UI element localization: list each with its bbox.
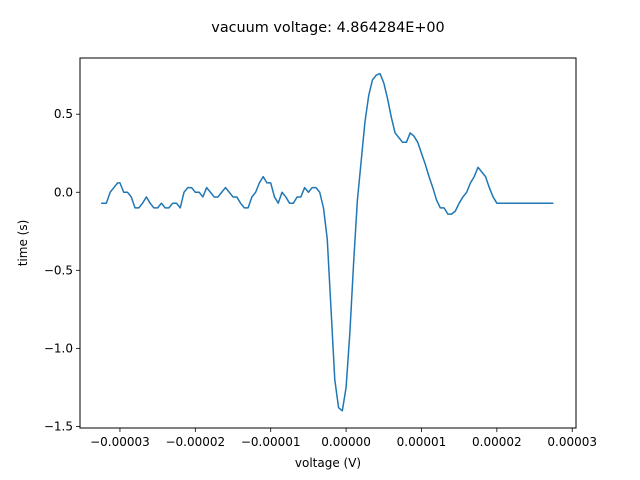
y-tick-label: 0.0: [54, 185, 73, 199]
x-tick-label: 0.00001: [397, 435, 447, 449]
y-axis-label: time (s): [16, 220, 30, 267]
axes-frame: [79, 57, 577, 429]
y-tick-label: 0.5: [54, 107, 73, 121]
x-axis-label: voltage (V): [295, 456, 361, 470]
x-tick-label: 0.00000: [321, 435, 371, 449]
y-axis: −1.5 −1.0 −0.5 0.0 0.5: [44, 107, 80, 433]
x-tick-label: 0.00002: [472, 435, 522, 449]
chart-title: vacuum voltage: 4.864284E+00: [211, 20, 444, 36]
y-tick-label: −1.5: [44, 419, 73, 433]
x-tick-label: 0.00003: [547, 435, 597, 449]
y-tick-label: −1.0: [44, 341, 73, 355]
x-tick-label: −0.00003: [90, 435, 150, 449]
plot-area: [101, 72, 554, 412]
series-line-0: [101, 72, 554, 412]
x-axis: −0.00003 −0.00002 −0.00001 0.00000 0.00001 0.…: [90, 428, 597, 449]
x-tick-label: −0.00002: [165, 435, 225, 449]
x-tick-label: −0.00001: [241, 435, 301, 449]
y-tick-label: −0.5: [44, 263, 73, 277]
